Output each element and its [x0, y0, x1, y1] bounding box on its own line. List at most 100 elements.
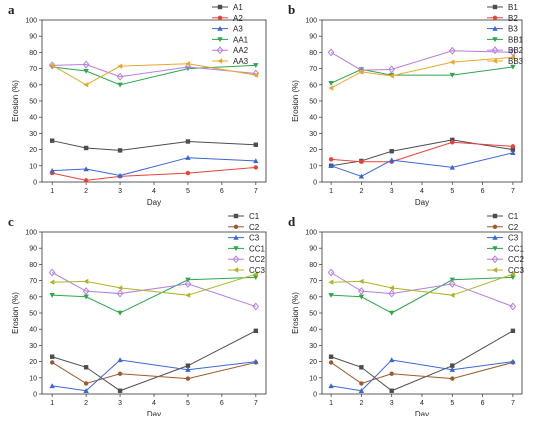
series-line: [330, 50, 513, 71]
data-point: [388, 310, 395, 316]
data-point: [117, 63, 123, 69]
x-tick-label: 5: [450, 400, 454, 407]
data-point: [510, 328, 516, 334]
series-line: [331, 359, 513, 392]
data-point: [389, 388, 394, 393]
legend-marker: [233, 267, 239, 273]
legend-marker: [232, 255, 240, 264]
legend-label: C3: [508, 234, 519, 243]
legend-marker: [233, 224, 239, 229]
series-cc3: [49, 271, 259, 298]
x-tick-label: 4: [152, 188, 156, 195]
data-point: [117, 148, 123, 153]
y-tick-label: 60: [29, 82, 37, 89]
legend-marker: [217, 37, 223, 43]
data-point: [328, 354, 334, 359]
y-tick-label: 10: [29, 163, 37, 170]
chart-panel-a: a 0 10 20 30 40 50 60 70 80 90 100 1 2 3 4 5 6 7 Day Erosion…: [8, 2, 267, 207]
legend-marker: [233, 234, 239, 240]
data-point: [328, 163, 334, 168]
data-point: [83, 365, 89, 370]
y-tick-label: 0: [313, 180, 317, 187]
y-tick-label: 30: [29, 131, 37, 138]
panel-letter: a: [8, 2, 15, 17]
data-point: [185, 61, 191, 67]
data-point: [388, 357, 395, 363]
data-point: [358, 173, 365, 179]
y-tick-label: 50: [29, 311, 37, 318]
series-line: [51, 272, 256, 307]
y-tick-label: 70: [29, 278, 37, 285]
data-point: [49, 360, 55, 365]
data-point: [509, 48, 517, 57]
data-point: [117, 357, 123, 363]
legend-marker: [216, 46, 224, 55]
legend-label: BB3: [508, 57, 524, 66]
y-tick-label: 30: [29, 343, 37, 350]
data-point: [49, 354, 55, 359]
y-tick-label: 70: [309, 278, 317, 285]
legend-label: B1: [508, 3, 518, 12]
legend-label: BB2: [508, 46, 524, 55]
panel-letter: c: [8, 214, 14, 229]
data-point: [185, 155, 191, 160]
data-point: [359, 365, 364, 370]
data-point: [185, 170, 191, 176]
y-tick-label: 100: [25, 18, 37, 25]
y-tick-label: 70: [309, 66, 317, 73]
legend-marker: [217, 25, 223, 31]
series-cc1: [49, 275, 259, 316]
data-point: [358, 388, 365, 393]
data-point: [509, 302, 517, 311]
series-line: [330, 152, 514, 177]
x-tick-label: 7: [254, 400, 258, 407]
data-point: [328, 292, 334, 298]
x-tick-label: 2: [84, 400, 88, 407]
legend-label: CC1: [508, 244, 525, 253]
legend-marker: [233, 213, 239, 219]
x-axis-label: Day: [415, 410, 429, 416]
y-tick-label: 50: [309, 99, 317, 106]
legend-marker: [233, 246, 239, 252]
x-tick-label: 5: [186, 400, 190, 407]
data-point: [448, 46, 456, 55]
y-tick-label: 20: [29, 359, 37, 366]
x-tick-label: 1: [50, 188, 54, 195]
series-line: [330, 272, 514, 307]
data-point: [510, 144, 516, 149]
data-point: [358, 287, 365, 296]
legend-marker: [491, 46, 499, 55]
data-point: [253, 142, 259, 147]
y-tick-label: 40: [309, 327, 317, 334]
series-b2: [328, 140, 516, 164]
y-axis-label: Erosion (%): [291, 80, 300, 122]
y-tick-label: 0: [33, 392, 37, 399]
data-point: [117, 285, 123, 291]
data-point: [450, 376, 455, 381]
legend-marker: [217, 58, 223, 64]
legend-marker: [492, 4, 498, 10]
series-line: [52, 359, 256, 392]
data-point: [359, 381, 364, 386]
data-point: [83, 166, 89, 172]
x-tick-label: 3: [390, 188, 394, 195]
data-point: [359, 159, 364, 164]
x-tick-label: 6: [481, 400, 485, 407]
data-point: [185, 376, 191, 381]
data-point: [116, 289, 124, 298]
data-point: [449, 59, 455, 65]
x-tick-label: 4: [420, 400, 424, 407]
legend-marker: [491, 255, 499, 264]
data-point: [253, 72, 259, 78]
series-c2: [49, 360, 259, 386]
legend-label: CC2: [508, 255, 525, 264]
legend-marker: [492, 58, 498, 64]
data-point: [388, 65, 396, 74]
data-point: [358, 294, 365, 300]
y-tick-label: 30: [309, 343, 317, 350]
legend-label: CC1: [249, 244, 266, 253]
series-aa3: [49, 61, 259, 88]
legend-label: AA3: [233, 57, 249, 66]
data-point: [83, 388, 89, 393]
data-point: [510, 54, 516, 60]
